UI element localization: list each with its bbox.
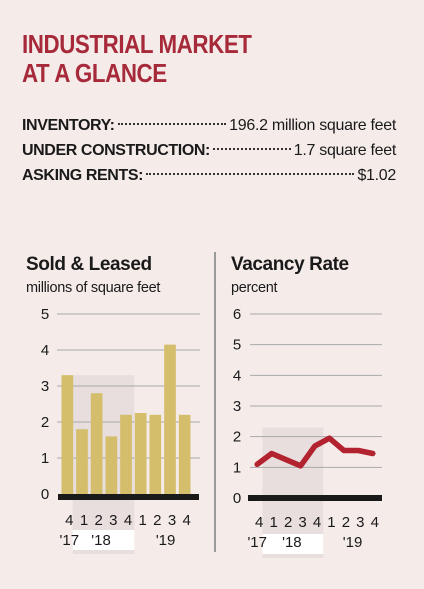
sold-leased-bar <box>178 414 191 494</box>
vacancy-rate-y-tick-label: 2 <box>233 429 241 446</box>
sold-leased-x-tick-label: 3 <box>168 512 176 529</box>
title-line-2: AT A GLANCE <box>22 58 167 88</box>
vacancy-rate-subtitle: percent <box>231 280 278 296</box>
vacancy-rate-y-tick-label: 5 <box>233 337 241 354</box>
stat-label: UNDER CONSTRUCTION: <box>22 142 210 159</box>
vacancy-rate-year-label-band <box>262 534 324 554</box>
sold-leased-bar <box>90 393 103 494</box>
vacancy-rate-x-tick-label: 2 <box>342 514 350 531</box>
sold-leased-title: Sold & Leased <box>26 254 152 275</box>
sold-leased-bar <box>76 429 88 494</box>
vacancy-rate-x-tick-label: 3 <box>298 514 306 531</box>
leader-dots <box>117 123 227 125</box>
vacancy-rate-x-tick-label: 4 <box>313 514 321 531</box>
sold-leased-y-tick-label: 5 <box>41 306 49 323</box>
sold-leased-y-tick-label: 1 <box>41 450 49 467</box>
stat-under-construction: UNDER CONSTRUCTION: 1.7 square feet <box>22 138 396 163</box>
sold-leased-year-label-band <box>72 530 135 550</box>
stat-value: $1.02 <box>357 167 396 184</box>
stat-asking-rents: ASKING RENTS: $1.02 <box>22 163 396 188</box>
vacancy-rate-year-label: '17 <box>247 534 267 551</box>
sold-leased-x-tick-label: 2 <box>94 512 102 529</box>
vacancy-rate-year-label: '18 <box>282 534 302 551</box>
leader-dots <box>212 148 291 150</box>
stat-inventory: INVENTORY: 196.2 million square feet <box>22 113 396 138</box>
vacancy-rate-x-tick-label: 1 <box>327 514 335 531</box>
sold-leased-y-tick-label: 4 <box>41 342 49 359</box>
sold-leased-x-tick-label: 4 <box>182 512 190 529</box>
stat-label: ASKING RENTS: <box>22 167 144 184</box>
vacancy-rate-baseline <box>248 495 382 501</box>
vacancy-rate-year-label: '19 <box>343 534 363 551</box>
sold-leased-year-label: '17 <box>60 532 80 549</box>
sold-leased-y-tick-label: 3 <box>41 378 49 395</box>
leader-dots <box>146 173 355 175</box>
title-line-1: INDUSTRIAL MARKET <box>22 29 252 59</box>
sold-leased-y-tick-label: 0 <box>41 486 49 503</box>
sold-leased-bar <box>105 436 118 494</box>
panel-divider <box>214 252 216 552</box>
sold-leased-bar <box>61 375 74 494</box>
vacancy-rate-x-tick-label: 4 <box>371 514 379 531</box>
sold-leased-x-tick-label: 4 <box>124 512 132 529</box>
sold-leased-x-tick-label: 3 <box>109 512 117 529</box>
sold-leased-subtitle: millions of square feet <box>26 280 161 296</box>
sold-leased-x-tick-label: 4 <box>65 512 73 529</box>
vacancy-rate-y-tick-label: 3 <box>233 398 241 415</box>
vacancy-rate-x-tick-label: 1 <box>269 514 277 531</box>
sold-leased-year-label: '19 <box>156 532 176 549</box>
sold-leased-bar <box>120 414 132 494</box>
page-title: INDUSTRIAL MARKET AT A GLANCE <box>22 30 252 88</box>
stats-list: INVENTORY: 196.2 million square feet UND… <box>22 113 396 188</box>
vacancy-rate-y-tick-label: 0 <box>233 490 241 507</box>
sold-leased-bar <box>134 413 147 494</box>
vacancy-rate-y-tick-label: 1 <box>233 459 241 476</box>
sold-leased-x-tick-label: 1 <box>80 512 88 529</box>
vacancy-rate-x-tick-label: 3 <box>356 514 364 531</box>
sold-leased-bar <box>164 344 176 494</box>
sold-leased-y-tick-label: 2 <box>41 414 49 431</box>
vacancy-rate-title: Vacancy Rate <box>231 254 349 275</box>
sold-leased-bar <box>149 414 162 494</box>
stat-value: 1.7 square feet <box>293 142 397 159</box>
vacancy-rate-x-tick-label: 4 <box>255 514 263 531</box>
vacancy-rate-x-tick-label: 2 <box>284 514 292 531</box>
sold-leased-x-tick-label: 2 <box>153 512 161 529</box>
vacancy-rate-series-line <box>254 435 376 469</box>
vacancy-rate-y-tick-label: 4 <box>233 367 241 384</box>
stat-value: 196.2 million square feet <box>229 117 396 134</box>
sold-leased-baseline <box>58 494 199 500</box>
stat-label: INVENTORY: <box>22 117 115 134</box>
vacancy-rate-y-tick-label: 6 <box>233 306 241 323</box>
sold-leased-x-tick-label: 1 <box>138 512 146 529</box>
sold-leased-year-label: '18 <box>91 532 111 549</box>
